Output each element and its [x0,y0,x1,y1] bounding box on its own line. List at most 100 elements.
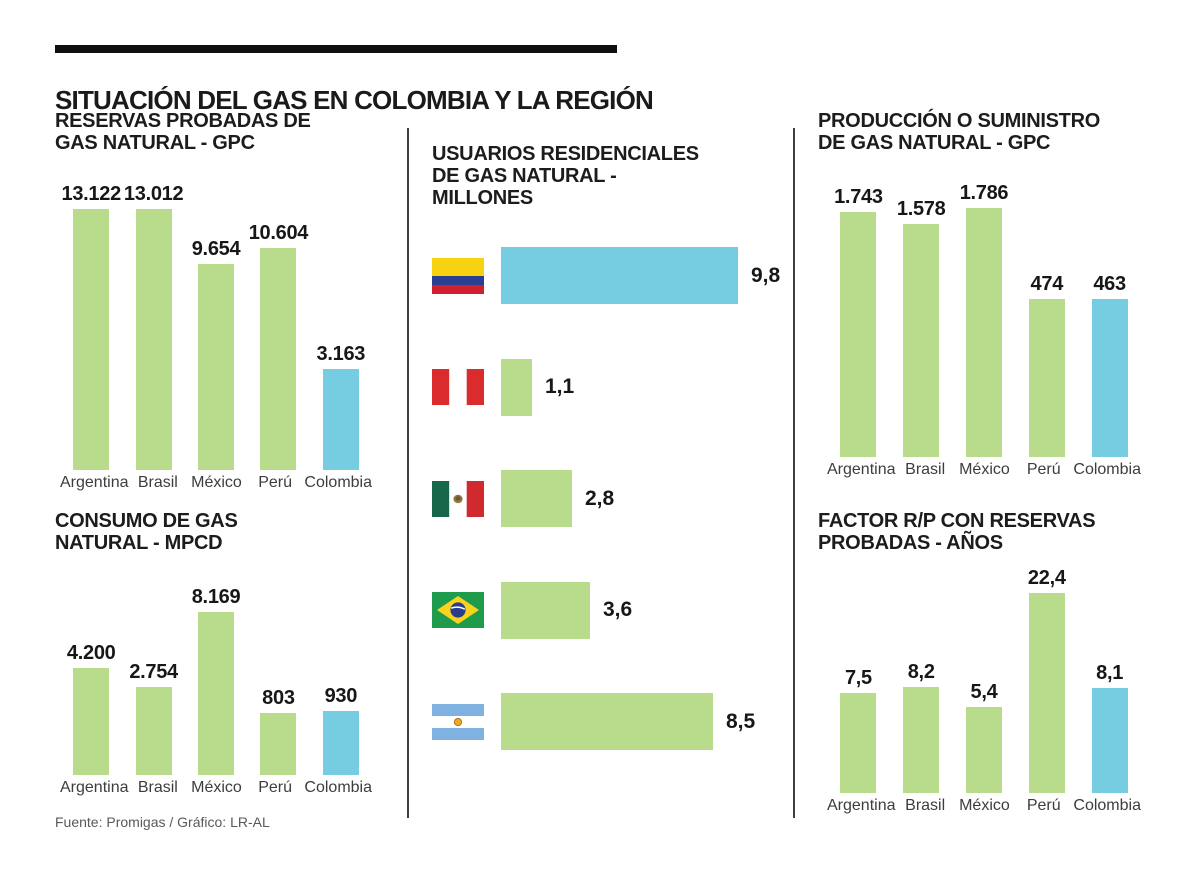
value-label: 5,4 [970,681,998,703]
bar-column-colombia: 463 [1078,181,1141,457]
chart-title-line: FACTOR R/P CON RESERVAS [818,510,1096,532]
value-label: 463 [1093,273,1126,295]
usuarios-row-méxico: 2,8 [432,470,780,527]
bar-column-méxico: 5,4 [953,566,1016,793]
bar-brasil [135,209,172,470]
value-label: 803 [262,687,295,709]
chart-consumo-plot: 4.200 2.754 8.169 803 930 [60,583,372,775]
chart-title-line: GAS NATURAL - GPC [55,132,255,154]
chart-title-line: PROBADAS - AÑOS [818,532,1003,554]
page-title: SITUACIÓN DEL GAS EN COLOMBIA Y LA REGIÓ… [55,85,654,116]
hbar-argentina [501,693,713,750]
bar-column-brasil: 8,2 [890,566,953,793]
bar-colombia [1091,299,1128,457]
chart-title-usuarios: USUARIOS RESIDENCIALES DE GAS NATURAL - MI… [432,143,772,209]
value-label: 930 [324,685,358,707]
bar-column-perú: 803 [247,583,309,775]
bar-argentina [840,693,877,793]
value-label: 13.012 [123,183,184,205]
chart-reservas-plot: 13.122 13.012 9.654 10.604 3.163 [60,183,372,470]
category-label: Perú [258,474,292,491]
source-credit: Fuente: Promigas / Gráfico: LR-AL [55,814,270,830]
bar-column-argentina: 13.122 [60,183,122,470]
value-label: 3.163 [316,343,366,365]
bar-méxico [198,612,235,775]
bar-perú [1028,299,1065,457]
chart-title-produccion: PRODUCCIÓN O SUMINISTRO DE GAS NATURAL - … [818,110,1178,154]
value-label: 4.200 [66,642,116,664]
flag-colombia-icon [432,257,484,294]
chart-title-line: DE GAS NATURAL - [432,165,617,187]
category-label: Colombia [1073,461,1141,478]
chart-title-line: DE GAS NATURAL - GPC [818,132,1051,154]
bar-column-brasil: 2.754 [122,583,184,775]
value-label: 474 [1030,273,1064,295]
hbar-brasil [501,581,590,639]
chart-title-line: NATURAL - MPCD [55,532,223,554]
bar-colombia [322,369,359,470]
category-label: México [191,474,242,491]
chart-title-line: RESERVAS PROBADAS DE [55,110,311,132]
chart-title-line: CONSUMO DE GAS [55,510,238,532]
chart-usuarios-rows: 9,8 1,1 2,8 3,6 8,5 [432,247,780,750]
category-label: México [959,797,1010,814]
chart-consumo-categories: Argentina Brasil México Perú Colombia [60,779,372,797]
bar-column-méxico: 9.654 [185,183,247,470]
chart-reservas-categories: Argentina Brasil México Perú Colombia [60,474,372,492]
bar-column-méxico: 1.786 [953,181,1016,457]
category-label: Argentina [60,779,129,796]
bar-column-perú: 22,4 [1015,566,1078,793]
value-label: 8,2 [907,661,935,683]
bar-column-argentina: 4.200 [60,583,122,775]
value-label: 2,8 [585,486,615,510]
value-label: 1.578 [896,198,946,220]
bar-column-argentina: 1.743 [827,181,890,457]
category-label: Argentina [60,474,129,491]
value-label: 22,4 [1027,567,1066,589]
bar-brasil [135,687,172,775]
value-label: 2.754 [129,661,178,683]
category-label: Colombia [1073,797,1141,814]
category-label: Brasil [137,474,178,491]
hbar-méxico [501,470,572,527]
chart-title-line: PRODUCCIÓN O SUMINISTRO [818,110,1100,132]
bar-column-colombia: 8,1 [1078,566,1141,793]
chart-title-factor: FACTOR R/P CON RESERVAS PROBADAS - AÑOS [818,510,1178,554]
usuarios-row-argentina: 8,5 [432,693,780,750]
bar-perú [260,248,297,470]
value-label: 1.786 [959,182,1009,204]
category-label: Argentina [827,797,896,814]
value-label: 13.122 [61,183,122,205]
usuarios-row-colombia: 9,8 [432,247,780,304]
bar-colombia [322,711,359,775]
chart-factor-plot: 7,5 8,2 5,4 22,4 8,1 [827,566,1141,793]
flag-mexico-icon [432,480,484,517]
bar-perú [260,713,297,775]
value-label: 1.743 [834,186,883,208]
bar-brasil [903,687,940,793]
bar-column-perú: 474 [1015,181,1078,457]
value-label: 3,6 [603,598,633,621]
bar-column-argentina: 7,5 [827,566,890,793]
bar-column-colombia: 3.163 [310,183,372,470]
category-label: Colombia [304,779,373,796]
usuarios-row-brasil: 3,6 [432,581,780,639]
category-label: Perú [1026,797,1061,814]
flag-brazil-icon [432,592,484,628]
bar-argentina [73,668,110,775]
category-label: Argentina [827,461,896,478]
category-label: México [191,779,242,796]
bar-argentina [73,209,110,470]
bar-brasil [903,224,940,457]
category-label: Colombia [304,474,373,491]
chart-title-line: USUARIOS RESIDENCIALES [432,143,699,165]
bar-perú [1028,593,1065,793]
chart-title-reservas: RESERVAS PROBADAS DE GAS NATURAL - GPC [55,110,395,154]
value-label: 9,8 [751,263,781,287]
category-label: Brasil [905,461,946,478]
flag-argentina-icon [432,703,484,740]
category-label: Perú [1026,461,1061,478]
chart-produccion-plot: 1.743 1.578 1.786 474 463 [827,181,1141,457]
bar-column-brasil: 1.578 [890,181,953,457]
